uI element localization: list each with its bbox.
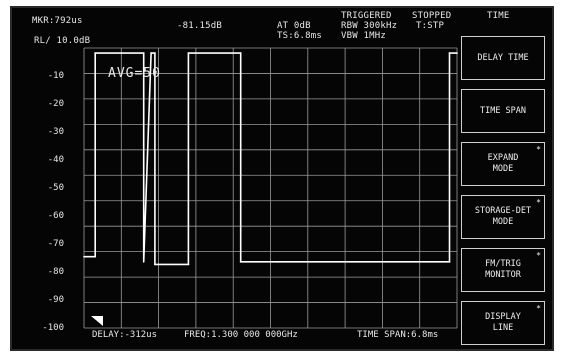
delay-marker-icon <box>91 316 103 326</box>
trace-point <box>150 52 152 54</box>
softkey-label-line2: MODE <box>492 164 514 174</box>
graticule <box>83 47 458 329</box>
softkey-expand-mode[interactable]: * EXPAND MODE <box>461 142 545 186</box>
delay-readout: DELAY:-312us <box>92 330 158 340</box>
softkey-label: EXPAND <box>487 153 519 163</box>
softkey-indicator: * <box>536 304 541 313</box>
ref-level: RL/ 10.0dB <box>34 36 91 46</box>
trace-point <box>142 52 145 54</box>
softkey-label: FM/TRIG <box>485 259 521 269</box>
trace-point <box>154 52 156 54</box>
y-tick-label: -100 <box>42 323 64 333</box>
y-tick-label: -60 <box>47 211 64 221</box>
trace-point <box>456 52 458 54</box>
menu-title: TIME <box>487 11 510 21</box>
y-tick-label: -40 <box>47 155 64 165</box>
softkey-indicator: * <box>536 145 541 154</box>
softkey-fm-trig-monitor[interactable]: * FM/TRIG MONITOR <box>461 248 545 292</box>
softkey-label: STORAGE-DET <box>474 206 532 216</box>
trace <box>83 52 458 266</box>
softkey-indicator: * <box>536 198 541 207</box>
trace-plot <box>83 47 458 329</box>
trace-point <box>448 261 451 263</box>
triggered-status: TRIGGERED <box>341 11 392 21</box>
trace-point <box>187 263 190 266</box>
trigger-mode: T:STP <box>416 21 445 31</box>
softkey-time-span[interactable]: TIME SPAN <box>461 89 545 133</box>
y-tick-label: -80 <box>47 267 64 277</box>
softkey-delay-time[interactable]: DELAY TIME <box>461 36 545 80</box>
trace-point <box>142 261 145 263</box>
softkey-label: DISPLAY <box>485 312 521 322</box>
y-tick-label: -50 <box>47 183 64 193</box>
y-tick-label: -10 <box>47 71 64 81</box>
trace-point <box>187 52 190 54</box>
attenuation: AT 0dB <box>277 21 311 31</box>
softkey-label-line2: LINE <box>492 323 514 333</box>
softkey-label: DELAY TIME <box>477 52 529 63</box>
softkey-panel: DELAY TIME TIME SPAN * EXPAND MODE * STO… <box>457 34 553 352</box>
y-tick-label: -20 <box>47 99 64 109</box>
trace-point <box>277 261 279 263</box>
softkey-label: TIME SPAN <box>479 105 527 116</box>
average-label: AVG=50 <box>108 66 161 81</box>
y-tick-label: -70 <box>47 239 64 249</box>
softkey-indicator: * <box>536 251 541 260</box>
trace-point <box>239 52 242 54</box>
center-frequency: FREQ:1.300 000 000GHz <box>184 330 298 340</box>
trace-point <box>448 52 451 54</box>
marker-readout: MKR:792us <box>32 16 83 26</box>
stopped-status: STOPPED <box>412 11 452 21</box>
rbw-readout: RBW 300kHz <box>341 21 398 31</box>
marker-level: -81.15dB <box>177 21 222 31</box>
trace-point <box>239 261 242 263</box>
trace-point <box>94 52 96 54</box>
softkey-label-line2: MODE <box>492 217 514 227</box>
y-tick-label: -30 <box>47 127 64 137</box>
time-span-readout: TIME SPAN:6.8ms <box>357 330 439 340</box>
softkey-display-line[interactable]: * DISPLAY LINE <box>461 301 545 345</box>
trace-line <box>84 52 457 266</box>
softkey-label-line2: MONITOR <box>485 270 521 280</box>
trace-point <box>94 255 96 258</box>
trace-point <box>83 255 85 258</box>
vbw-readout: VBW 1MHz <box>341 31 386 41</box>
softkey-storage-det-mode[interactable]: * STORAGE-DET MODE <box>461 195 545 239</box>
sweep-time: TS:6.8ms <box>277 31 322 41</box>
y-tick-label: -90 <box>47 295 64 305</box>
trace-point <box>154 263 156 266</box>
analyzer-screen: MKR:792us -81.15dB AT 0dB TS:6.8ms TRIGG… <box>10 6 554 351</box>
